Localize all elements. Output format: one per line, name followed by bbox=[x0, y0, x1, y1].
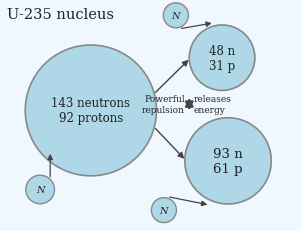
Text: 143 neutrons
92 protons: 143 neutrons 92 protons bbox=[51, 97, 130, 125]
Text: U-235 nucleus: U-235 nucleus bbox=[7, 8, 114, 22]
Ellipse shape bbox=[26, 176, 54, 204]
Text: N: N bbox=[36, 185, 45, 194]
Text: Powerful
repulsion: Powerful repulsion bbox=[142, 95, 185, 114]
Ellipse shape bbox=[163, 4, 188, 29]
Text: N: N bbox=[172, 12, 180, 21]
Text: releases
energy: releases energy bbox=[194, 95, 231, 114]
Ellipse shape bbox=[189, 26, 255, 91]
Ellipse shape bbox=[185, 118, 271, 204]
Text: 93 n
61 p: 93 n 61 p bbox=[213, 147, 243, 175]
Text: N: N bbox=[160, 206, 168, 215]
Ellipse shape bbox=[25, 46, 157, 176]
Text: 48 n
31 p: 48 n 31 p bbox=[209, 45, 235, 72]
Ellipse shape bbox=[151, 198, 176, 223]
